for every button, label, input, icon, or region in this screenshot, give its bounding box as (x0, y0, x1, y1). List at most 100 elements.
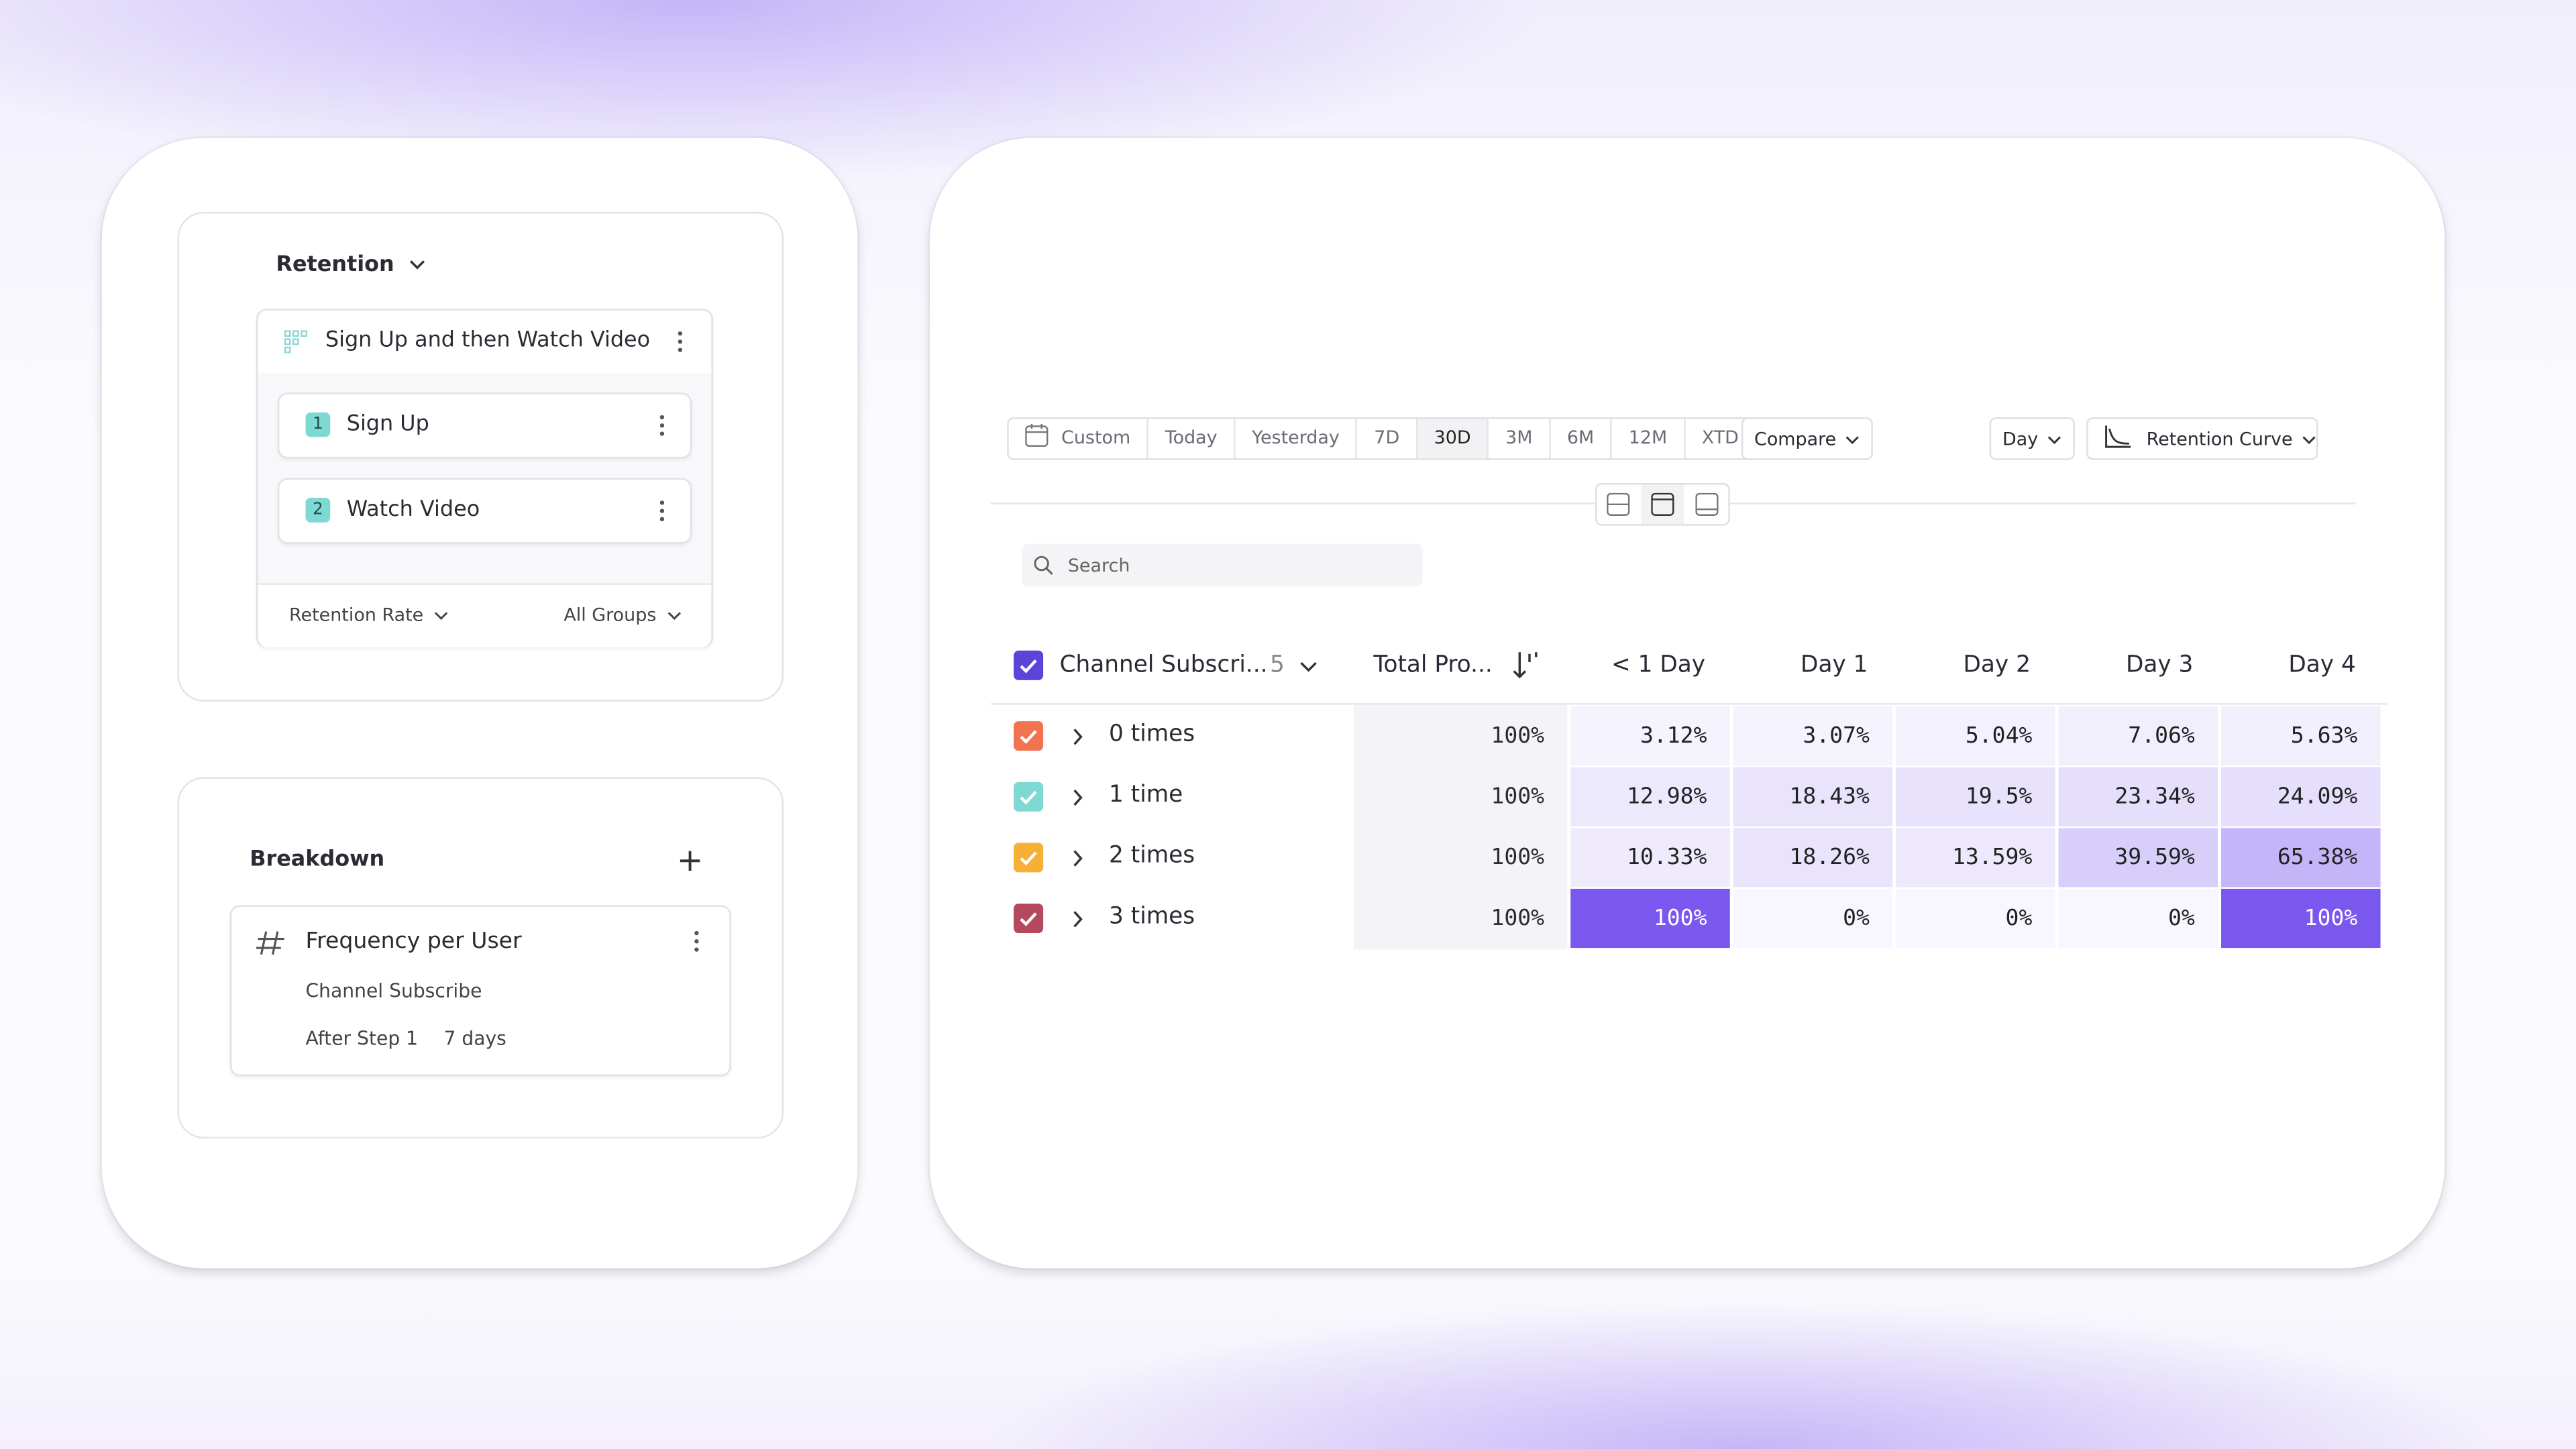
retention-cell: 18.43% (1733, 767, 1893, 826)
column-header[interactable]: Day 1 (1801, 652, 1868, 679)
measure-label: Retention Rate (289, 604, 424, 627)
breakdown-box: Breakdown Frequency per User Channel Sub… (177, 777, 784, 1139)
layout-toggle (1595, 483, 1730, 526)
step-number: 2 (305, 498, 331, 523)
total-cell: 100% (1491, 905, 1545, 932)
window-step: After Step 1 (305, 1026, 419, 1050)
retention-cell: 0% (1733, 888, 1893, 949)
menu-dots[interactable] (659, 499, 665, 522)
total-header[interactable]: Total Pro... (1373, 652, 1493, 679)
expand-chevron[interactable] (1071, 728, 1085, 746)
layout-top[interactable] (1651, 492, 1674, 516)
compare-label: Compare (1754, 429, 1837, 451)
retention-cell: 7.06% (2058, 706, 2218, 766)
search-box[interactable]: Search (1022, 543, 1423, 587)
range-option[interactable]: 12M (1612, 419, 1686, 459)
layout-active-bg (1641, 484, 1684, 525)
retention-cell: 65.38% (2221, 828, 2381, 888)
measure-select[interactable]: Retention Rate (289, 604, 449, 626)
menu-dots[interactable] (677, 330, 684, 353)
checkbox[interactable] (1014, 903, 1044, 934)
window-length: 7 days (443, 1026, 506, 1050)
sort-icon[interactable] (1511, 651, 1541, 680)
chevron (2048, 436, 2061, 445)
funnel-footer: Retention Rate All Groups (258, 583, 712, 647)
retention-cell: 13.59% (1896, 828, 2055, 888)
breakdown-title: Breakdown (250, 847, 385, 873)
funnel-group: Sign Up and then Watch Video 1 Sign Up 2… (256, 309, 713, 647)
range-option[interactable]: 3M (1489, 419, 1551, 459)
retention-cell: 19.5% (1896, 767, 2055, 826)
breakdown-item[interactable]: Frequency per User Channel Subscribe Aft… (229, 905, 731, 1077)
compare-button[interactable]: Compare (1741, 417, 1873, 460)
report-type[interactable]: Retention (276, 253, 425, 278)
interval-button[interactable]: Day (1989, 417, 2076, 460)
menu-dots[interactable] (693, 930, 700, 953)
expand-chevron[interactable] (1071, 910, 1085, 928)
range-option[interactable]: Custom (1009, 419, 1149, 459)
step-number: 1 (305, 412, 331, 437)
range-option[interactable]: 30D (1417, 419, 1489, 459)
check-mark (1020, 851, 1037, 866)
retention-cell: 18.26% (1733, 828, 1893, 888)
group-header[interactable]: Channel Subscri... (1059, 652, 1268, 679)
range-option[interactable]: Yesterday (1236, 419, 1358, 459)
step[interactable]: 1 Sign Up (277, 392, 692, 459)
search-icon (1034, 555, 1053, 575)
checkbox[interactable] (1014, 843, 1044, 873)
retention-cell: 24.09% (2221, 767, 2381, 826)
step[interactable]: 2 Watch Video (277, 478, 692, 544)
chart-type-label: Retention Curve (2146, 429, 2293, 451)
interval-label: Day (2002, 429, 2039, 451)
chevron (2302, 436, 2316, 445)
header-rule (990, 703, 2387, 705)
layout-bottom[interactable] (1695, 492, 1719, 516)
check-mark (1020, 912, 1037, 926)
chevron (435, 612, 448, 621)
curve-icon (2105, 425, 2131, 448)
expand-chevron[interactable] (1071, 849, 1085, 867)
groups-label: All Groups (564, 604, 657, 627)
row-label: 2 times (1109, 843, 1195, 869)
check-mark (1020, 730, 1037, 744)
chart-type-button[interactable]: Retention Curve (2086, 417, 2318, 460)
range-option[interactable]: Today (1148, 419, 1236, 459)
range-option[interactable]: 6M (1550, 419, 1613, 459)
funnel-header (258, 310, 712, 373)
retention-cell: 23.34% (2058, 767, 2218, 826)
retention-cell: 3.12% (1570, 706, 1730, 766)
checkbox[interactable] (1014, 650, 1044, 680)
report-type-label: Retention (276, 253, 394, 278)
total-cell: 100% (1491, 784, 1545, 810)
add-button[interactable] (678, 849, 701, 872)
expand-chevron[interactable] (1071, 789, 1085, 807)
check-mark (1020, 790, 1037, 805)
column-header[interactable]: < 1 Day (1611, 652, 1706, 679)
breakdown-property: Frequency per User (305, 928, 522, 955)
breakdown-event: Channel Subscribe (305, 979, 482, 1002)
checkbox[interactable] (1014, 782, 1044, 812)
chevron (667, 612, 681, 621)
retention-cell: 10.33% (1570, 828, 1730, 888)
total-cell: 100% (1491, 722, 1545, 749)
menu-dots[interactable] (659, 414, 665, 437)
total-column-bg (1353, 704, 1568, 950)
retention-cell: 5.04% (1896, 706, 2055, 766)
funnel-name: Sign Up and then Watch Video (325, 328, 651, 354)
checkbox[interactable] (1014, 721, 1044, 751)
range-option[interactable]: 7D (1358, 419, 1418, 459)
column-header[interactable]: Day 4 (2288, 652, 2356, 679)
column-header[interactable]: Day 2 (1963, 652, 2031, 679)
retention-cell: 100% (1570, 888, 1730, 949)
group-count: 5 (1270, 652, 1285, 679)
layout-split[interactable] (1607, 492, 1630, 516)
column-header[interactable]: Day 3 (2125, 652, 2194, 679)
retention-cell: 0% (2058, 888, 2218, 949)
chevron[interactable] (1299, 660, 1318, 674)
hash-icon (256, 931, 284, 955)
groups-select[interactable]: All Groups (564, 604, 682, 626)
check-mark (1020, 659, 1037, 674)
step-label: Sign Up (346, 412, 429, 437)
